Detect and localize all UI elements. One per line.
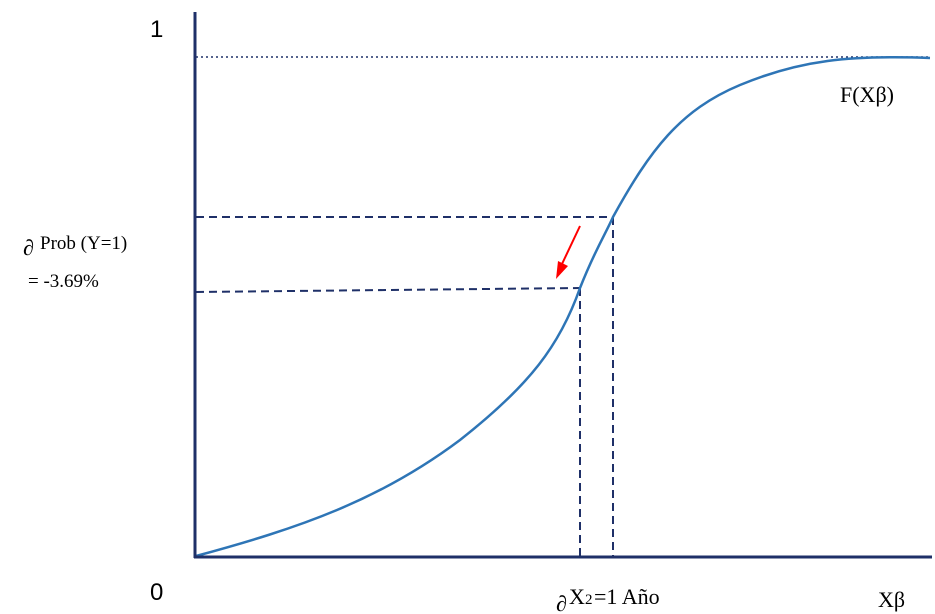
x-value-label: =1 Año: [594, 584, 660, 609]
guide-lines: [195, 216, 614, 556]
x-partial-symbol: ∂: [556, 591, 567, 614]
origin-label: 0: [150, 579, 163, 606]
y-top-label: 1: [150, 16, 163, 43]
curve-label: F(Xβ): [840, 82, 894, 107]
prob-partial-symbol: ∂: [23, 235, 34, 260]
x-subscript: 2: [585, 592, 593, 608]
guide-horizontal-lower: [195, 287, 581, 293]
prob-label: Prob (Y=1): [40, 233, 127, 254]
x-axis-label: Xβ: [878, 587, 905, 612]
x-var-label: X: [569, 584, 585, 609]
prob-value: = -3.69%: [28, 271, 99, 292]
cdf-curve: [195, 55, 931, 558]
decrease-arrow-icon: [556, 225, 581, 279]
